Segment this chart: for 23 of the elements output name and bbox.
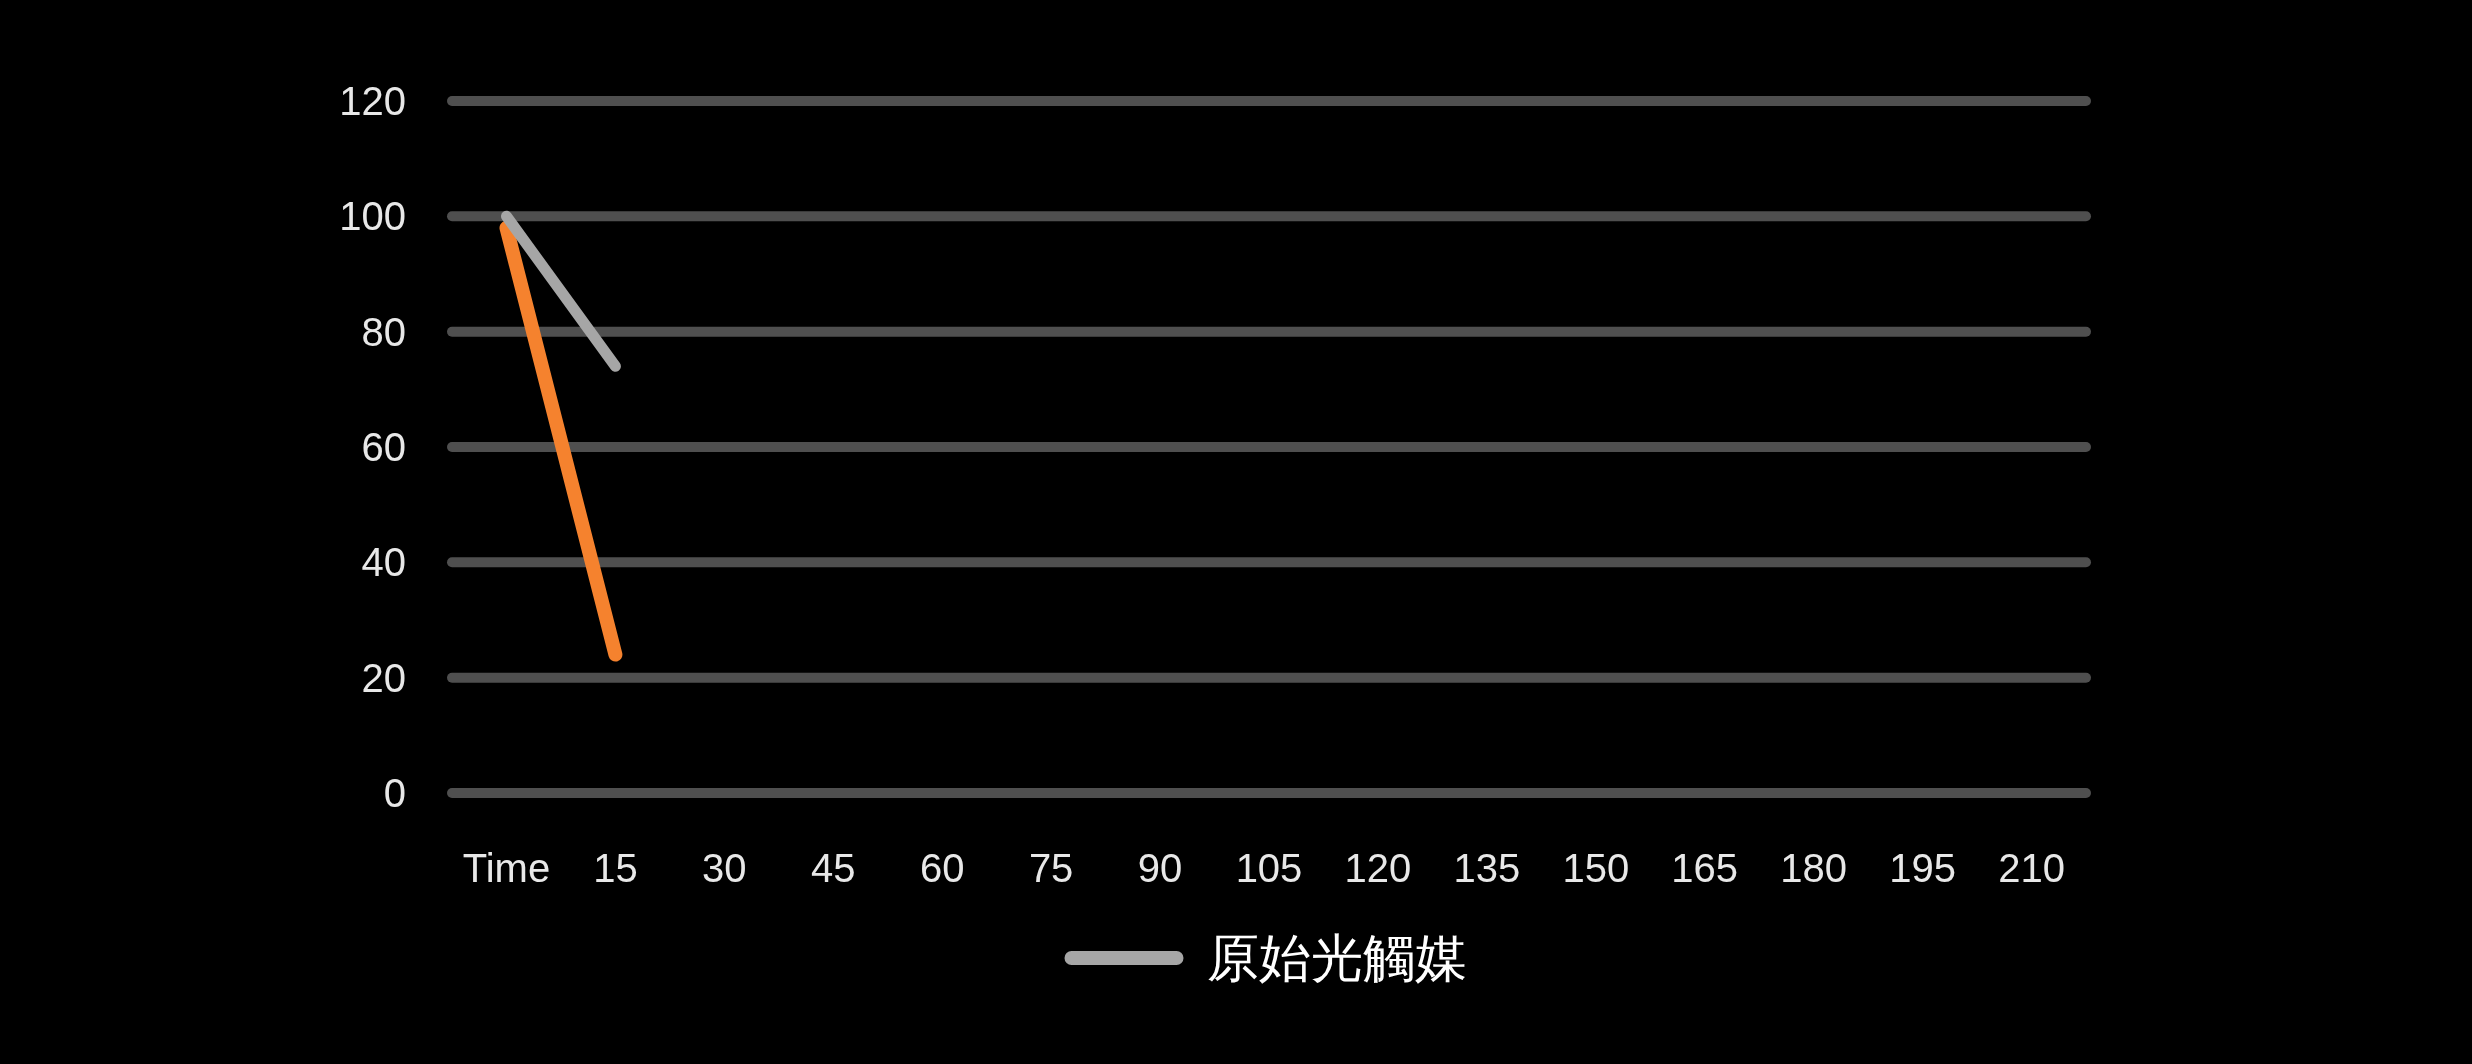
y-tick-label: 100	[339, 194, 406, 239]
x-tick-label: 180	[1780, 846, 1848, 890]
y-tick-label: 60	[361, 425, 406, 469]
x-tick-label: 60	[919, 846, 965, 890]
y-tick-label: 40	[361, 540, 406, 585]
x-tick-label: 15	[593, 846, 638, 890]
x-tick-label: 75	[1028, 846, 1074, 890]
x-tick-label: 90	[1137, 846, 1183, 890]
x-tick-label: 165	[1671, 846, 1739, 890]
x-tick-label: 30	[702, 846, 747, 890]
legend-label: 原始光觸媒	[1206, 929, 1467, 987]
y-tick-label: 0	[383, 771, 406, 815]
x-tick-label: 135	[1453, 846, 1521, 890]
x-tick-label: Time	[462, 846, 551, 890]
x-tick-label: 150	[1562, 846, 1630, 890]
y-tick-label: 120	[339, 79, 406, 123]
x-tick-label: 210	[1998, 846, 2065, 890]
x-tick-label: 195	[1889, 846, 1956, 890]
x-tick-label: 45	[811, 846, 856, 890]
y-tick-label: 20	[361, 655, 406, 700]
y-tick-label: 80	[361, 309, 406, 354]
x-tick-label: 105	[1235, 846, 1303, 890]
x-tick-label: 120	[1344, 846, 1412, 890]
